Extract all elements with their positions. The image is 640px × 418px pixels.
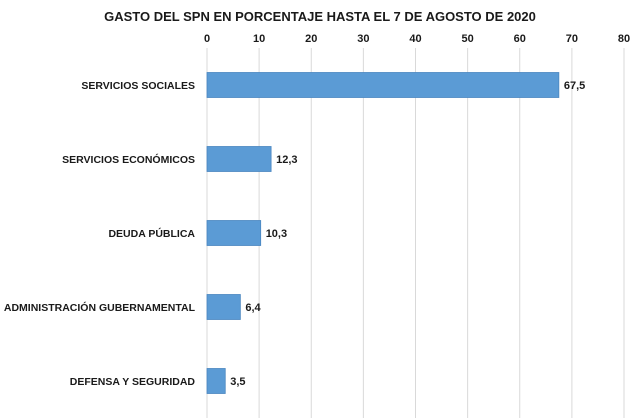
x-tick-label-80: 80: [618, 33, 630, 45]
category-label-0: SERVICIOS SOCIALES: [81, 80, 195, 92]
x-tick-label-50: 50: [462, 33, 474, 45]
category-label-4: DEFENSA Y SEGURIDAD: [70, 376, 196, 388]
bar-3: [206, 294, 241, 320]
bars: [206, 72, 560, 394]
bar-2: [206, 220, 262, 246]
data-label-4: 3,5: [230, 376, 245, 388]
chart-title: GASTO DEL SPN EN PORCENTAJE HASTA EL 7 D…: [104, 9, 536, 24]
x-tick-label-60: 60: [514, 33, 526, 45]
x-tick-label-20: 20: [305, 33, 317, 45]
x-tick-label-30: 30: [357, 33, 369, 45]
bar-4: [206, 368, 226, 394]
bar-0: [206, 72, 560, 98]
category-labels: SERVICIOS SOCIALES SERVICIOS ECONÓMICOS DE…: [4, 80, 196, 388]
x-tick-label-10: 10: [253, 33, 265, 45]
category-label-3: ADMINISTRACIÓN GUBERNAMENTAL: [4, 301, 196, 314]
data-label-0: 67,5: [564, 80, 585, 92]
data-label-2: 10,3: [266, 228, 287, 240]
category-label-1: SERVICIOS ECONÓMICOS: [62, 153, 195, 166]
data-label-3: 6,4: [245, 302, 261, 314]
data-label-1: 12,3: [276, 154, 297, 166]
category-label-2: DEUDA PÚBLICA: [108, 227, 195, 240]
x-tick-label-40: 40: [409, 33, 421, 45]
x-tick-label-70: 70: [566, 33, 578, 45]
x-tick-label-0: 0: [204, 33, 210, 45]
data-labels: 67,5 12,3 10,3 6,4 3,5: [230, 80, 585, 388]
gridlines: [206, 48, 625, 418]
bar-1: [206, 146, 272, 172]
x-axis-ticks: 0 10 20 30 40 50 60 70 80: [204, 33, 630, 45]
